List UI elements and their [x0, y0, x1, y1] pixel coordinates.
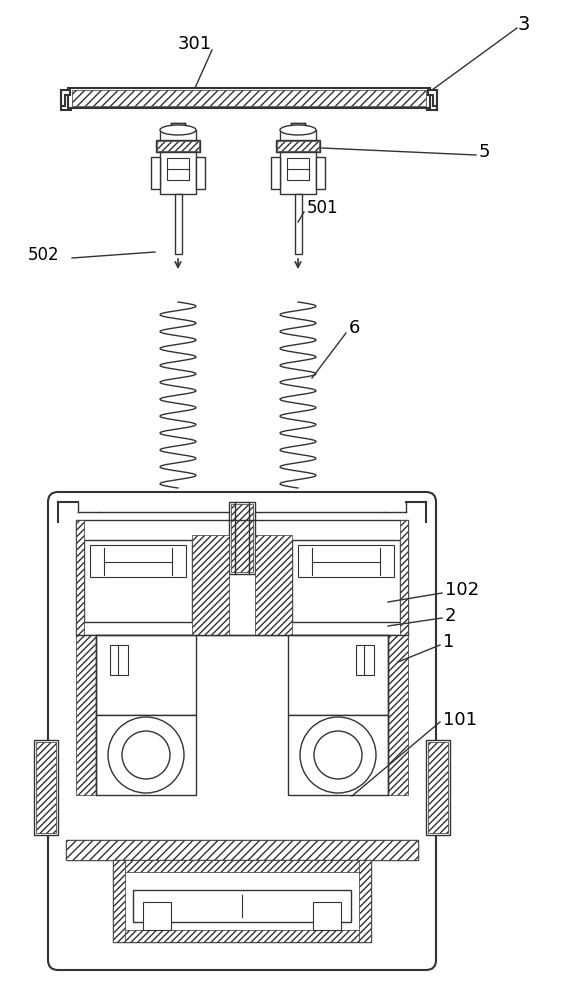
Bar: [276, 140, 320, 152]
Bar: [255, 535, 292, 635]
Bar: [288, 635, 388, 715]
Circle shape: [300, 717, 376, 793]
Bar: [76, 520, 84, 635]
Bar: [295, 194, 302, 254]
Bar: [229, 502, 255, 574]
Text: 2: 2: [445, 607, 456, 625]
Bar: [72, 90, 426, 106]
Bar: [143, 902, 171, 930]
Text: 101: 101: [443, 711, 477, 729]
Bar: [196, 157, 205, 189]
Bar: [359, 860, 371, 942]
Bar: [113, 860, 371, 872]
Bar: [231, 504, 253, 572]
Bar: [151, 157, 160, 189]
Bar: [36, 742, 56, 833]
Bar: [292, 540, 400, 622]
Bar: [133, 890, 351, 922]
Bar: [96, 635, 196, 715]
Polygon shape: [61, 90, 70, 106]
Bar: [277, 141, 319, 151]
Bar: [76, 635, 96, 795]
Text: 501: 501: [307, 199, 339, 217]
Text: 502: 502: [28, 246, 60, 264]
Bar: [68, 88, 430, 108]
Bar: [280, 152, 316, 194]
Ellipse shape: [280, 125, 316, 135]
Bar: [113, 860, 371, 942]
Text: 3: 3: [518, 15, 530, 34]
Bar: [175, 194, 182, 254]
Text: 5: 5: [479, 143, 490, 161]
Bar: [90, 545, 186, 577]
Bar: [160, 152, 196, 194]
Bar: [113, 860, 125, 942]
Bar: [313, 902, 341, 930]
Text: 301: 301: [178, 35, 212, 53]
FancyBboxPatch shape: [48, 492, 436, 970]
Bar: [160, 130, 196, 142]
Circle shape: [122, 731, 170, 779]
Bar: [113, 930, 371, 942]
Bar: [171, 123, 185, 131]
Bar: [192, 535, 229, 635]
Text: 102: 102: [445, 581, 479, 599]
Bar: [316, 157, 325, 189]
Bar: [84, 540, 192, 622]
Bar: [66, 840, 418, 860]
Bar: [157, 141, 199, 151]
Bar: [110, 645, 128, 675]
Ellipse shape: [160, 125, 196, 135]
Bar: [76, 520, 408, 635]
Bar: [400, 520, 408, 635]
Bar: [156, 140, 200, 152]
Bar: [388, 635, 408, 795]
Circle shape: [314, 731, 362, 779]
Circle shape: [108, 717, 184, 793]
Polygon shape: [428, 90, 437, 106]
Bar: [271, 157, 280, 189]
Bar: [291, 123, 305, 131]
Text: 1: 1: [443, 633, 455, 651]
Bar: [34, 740, 58, 835]
Bar: [298, 545, 394, 577]
Bar: [288, 715, 388, 795]
Bar: [280, 130, 316, 142]
Bar: [66, 840, 418, 860]
Bar: [428, 742, 448, 833]
Text: 6: 6: [349, 319, 360, 337]
Bar: [426, 740, 450, 835]
Bar: [287, 158, 309, 180]
Bar: [167, 158, 189, 180]
Bar: [356, 645, 374, 675]
Bar: [96, 715, 196, 795]
